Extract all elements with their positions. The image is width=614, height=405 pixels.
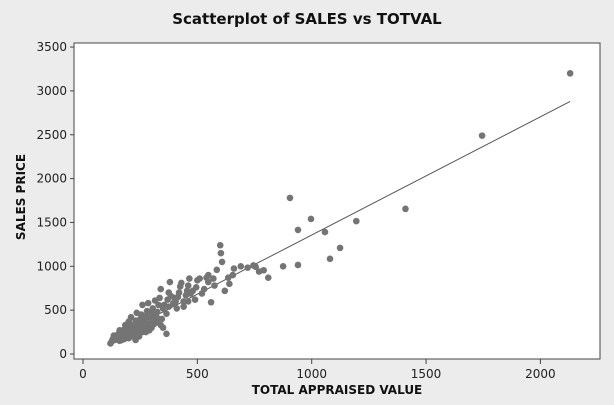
data-point [116,337,123,345]
data-point [184,298,192,305]
y-tick-label: 2000 [36,172,67,186]
data-point [221,287,229,295]
data-point [139,301,146,309]
data-point [217,249,225,257]
data-point [180,303,187,310]
data-point [224,274,232,282]
data-point [125,318,133,325]
data-point [321,228,329,236]
data-point [196,275,203,282]
data-point [478,132,486,139]
data-point [352,217,360,225]
data-point [286,194,294,202]
data-point [213,266,221,274]
data-point [144,299,152,307]
x-tick-label: 1000 [296,367,327,381]
data-point [211,282,218,289]
data-point [107,340,114,347]
data-point [142,328,150,336]
data-point [307,215,315,223]
y-tick-label: 0 [59,347,67,361]
data-point [166,278,174,286]
data-point [336,244,344,252]
data-point [159,305,167,312]
data-point [184,282,192,289]
data-point [186,275,193,282]
data-point [163,310,170,317]
y-tick-label: 3000 [36,84,67,98]
data-point [151,297,159,304]
y-axis: 0 500 1000 1500 2000 2500 3000 3500 [36,40,74,361]
data-point [159,324,167,331]
y-tick-label: 500 [44,303,67,317]
data-point [326,255,334,263]
data-point [218,258,226,266]
data-point [174,293,182,301]
data-point [294,226,302,234]
y-tick-label: 1000 [36,259,67,273]
data-point [191,296,199,303]
data-point [207,298,215,306]
x-tick-label: 2000 [525,367,556,381]
data-point [226,280,233,288]
data-point [157,285,165,293]
data-point [230,265,238,272]
data-points [107,70,574,347]
data-point [128,323,136,331]
y-tick-label: 3500 [36,40,67,54]
x-axis: 0 500 1000 1500 2000 [79,359,556,381]
data-point [402,205,409,213]
data-point [133,309,141,317]
data-point [182,291,190,299]
data-point [264,274,272,282]
data-point [198,290,206,297]
data-point [135,333,143,340]
data-point [180,298,187,305]
data-point [167,292,175,300]
data-point [237,263,245,270]
data-point [163,330,170,338]
data-point [155,315,162,323]
data-point [255,268,263,275]
data-point [566,70,574,77]
chart-title: Scatterplot of SALES vs TOTVAL [172,10,442,28]
data-point [143,307,151,315]
data-point [294,261,302,269]
y-tick-label: 1500 [36,215,67,229]
data-point [176,283,184,290]
data-point [279,263,287,270]
data-point [216,241,224,249]
data-point [173,305,181,312]
x-tick-label: 0 [79,367,87,381]
data-point [205,278,212,286]
x-tick-label: 500 [186,367,209,381]
x-tick-label: 1500 [411,367,442,381]
data-point [165,303,173,310]
y-tick-label: 2500 [36,128,67,142]
data-point [244,264,251,271]
data-point [140,317,147,324]
x-axis-label: TOTAL APPRAISED VALUE [251,383,423,397]
data-point [250,262,257,269]
data-point [210,275,217,282]
